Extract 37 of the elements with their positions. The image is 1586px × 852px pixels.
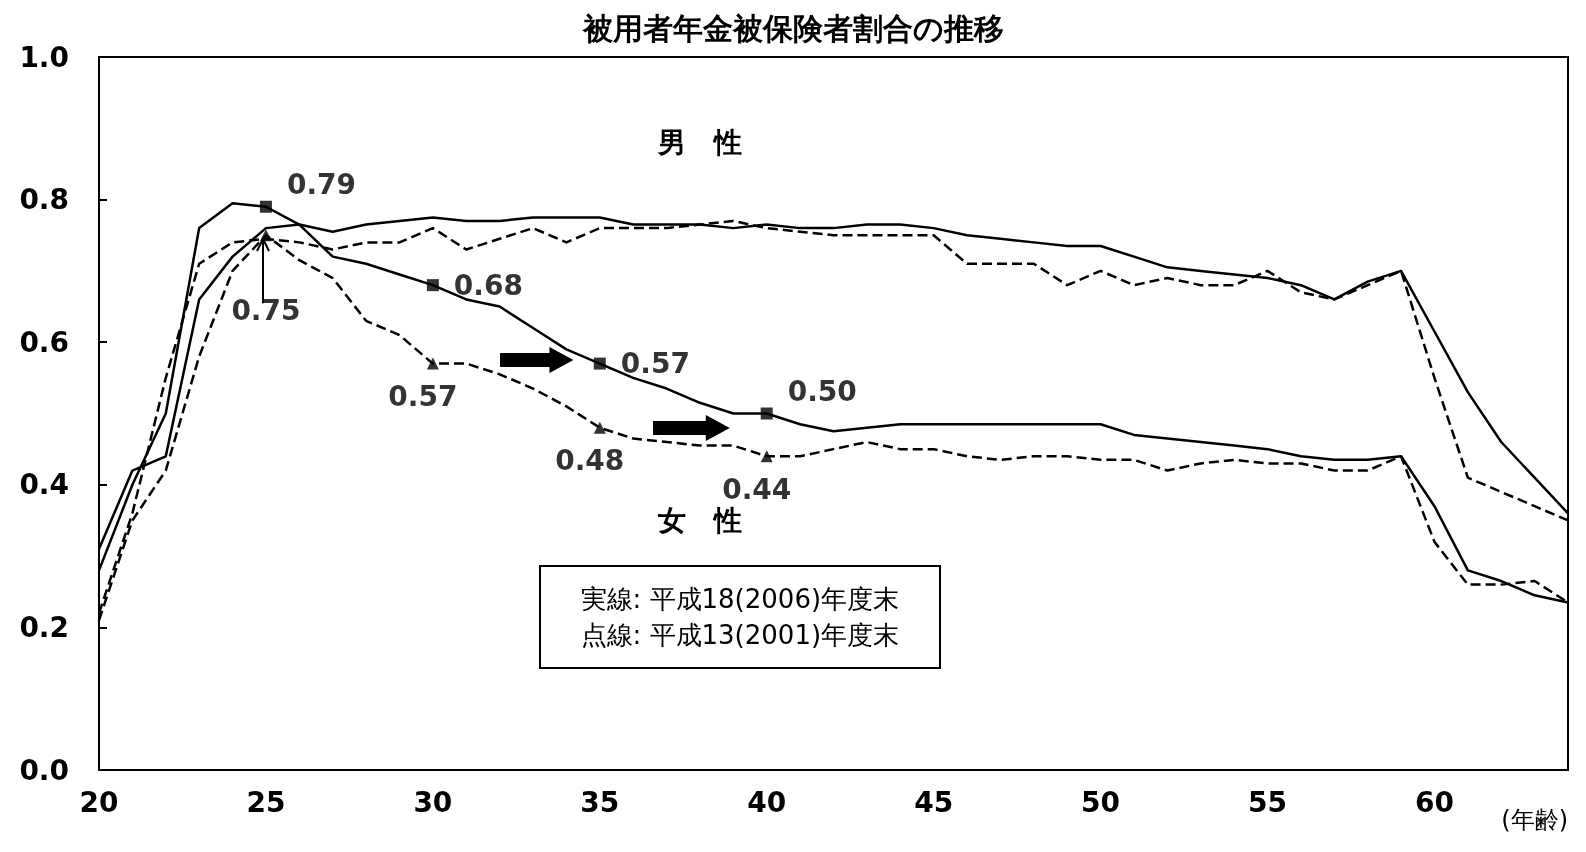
data-label: 0.68 <box>453 268 523 302</box>
point <box>760 450 773 463</box>
x-tick-label: 35 <box>580 785 620 819</box>
annotation: 点線: 平成13(2001)年度末 <box>580 618 900 652</box>
x-axis-title: (年齢) <box>1501 806 1568 834</box>
data-label: 0.57 <box>620 347 690 381</box>
point <box>593 421 606 434</box>
x-tick-label: 40 <box>747 785 787 819</box>
x-tick-label: 50 <box>1081 785 1121 819</box>
y-tick-label: 1.0 <box>19 40 69 74</box>
x-tick-label: 60 <box>1414 785 1454 819</box>
x-tick-label: 55 <box>1248 785 1288 819</box>
point <box>426 357 439 370</box>
x-tick-label: 25 <box>246 785 286 819</box>
annotation: 男 性 <box>656 127 742 159</box>
annotation: 女 性 <box>656 504 742 536</box>
data-label: 0.44 <box>722 472 792 506</box>
data-label: 0.75 <box>231 293 301 327</box>
point <box>760 407 773 420</box>
point <box>426 279 439 292</box>
data-label: 0.50 <box>787 375 857 408</box>
chart-title: 被用者年金被保険者割合の推移 <box>580 10 1004 46</box>
x-tick-label: 20 <box>79 785 119 819</box>
data-label: 0.48 <box>555 444 625 478</box>
data-label: 0.79 <box>286 168 357 202</box>
y-tick-label: 0.6 <box>19 325 69 359</box>
y-tick-label: 0.4 <box>19 468 69 502</box>
x-tick-label: 45 <box>914 785 954 819</box>
point <box>593 357 606 370</box>
y-tick-label: 0.0 <box>19 753 69 787</box>
y-tick-label: 0.2 <box>19 610 69 644</box>
note-box: 実線: 平成18(2006)年度末 点線: 平成13(2001)年度末 <box>538 564 942 669</box>
point <box>259 200 272 213</box>
x-tick-label: 30 <box>413 785 453 819</box>
annotation: 実線: 平成18(2006)年度末 <box>580 582 900 616</box>
data-label: 0.57 <box>388 380 458 414</box>
y-tick-label: 0.8 <box>19 183 69 217</box>
